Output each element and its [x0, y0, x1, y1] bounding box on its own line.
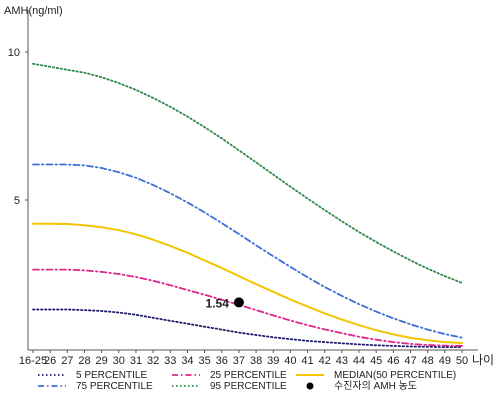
x-tick-label: 49	[439, 355, 451, 367]
y-tick-label: 10	[8, 47, 20, 59]
x-tick-label: 34	[181, 355, 193, 367]
legend-label: 75 PERCENTILE	[76, 381, 153, 392]
series-line-25-percentile	[32, 268, 463, 347]
x-tick-label: 29	[96, 355, 108, 367]
series-line-5-percentile	[32, 308, 463, 349]
series-line-75-percentile	[32, 163, 463, 339]
x-tick-label: 33	[164, 355, 176, 367]
legend-point-marker	[306, 382, 314, 390]
x-tick-label: 46	[387, 355, 399, 367]
x-tick-label: 41	[301, 355, 313, 367]
x-tick-label: 30	[113, 355, 125, 367]
legend-label: 25 PERCENTILE	[210, 370, 287, 381]
legend-label: MEDIAN(50 PERCENTILE)	[334, 370, 456, 381]
patient-amh-value-label: 1.54	[206, 296, 230, 310]
x-tick-label: 48	[422, 355, 434, 367]
patient-amh-point	[233, 297, 244, 308]
x-tick-label: 37	[233, 355, 245, 367]
y-tick-label: 5	[14, 195, 20, 207]
x-tick-label: 43	[336, 355, 348, 367]
legend-label: 5 PERCENTILE	[76, 370, 147, 381]
x-tick-label: 31	[130, 355, 142, 367]
legend-label: 95 PERCENTILE	[210, 381, 287, 392]
x-tick-label: 44	[353, 355, 365, 367]
x-tick-label: 27	[61, 355, 73, 367]
x-tick-label: 47	[404, 355, 416, 367]
x-tick-label: 40	[284, 355, 296, 367]
x-tick-label: 36	[216, 355, 228, 367]
x-tick-label: 42	[319, 355, 331, 367]
x-tick-label: 39	[267, 355, 279, 367]
series-line-95-percentile	[32, 62, 463, 284]
legend-label: 수진자의 AMH 농도	[334, 380, 417, 392]
y-axis-label: AMH(ng/ml)	[4, 5, 63, 17]
x-tick-label: 35	[198, 355, 210, 367]
x-tick-label: 38	[250, 355, 262, 367]
series-line-median-50-percentile	[32, 222, 463, 344]
legend: 5 PERCENTILE 25 PERCENTILE MEDIAN(50 PERCE…	[38, 370, 456, 392]
x-tick-label: 50	[456, 355, 468, 367]
x-tick-label: 26	[44, 355, 56, 367]
x-tick-label: 28	[78, 355, 90, 367]
x-axis-unit-label: 나이	[472, 353, 494, 367]
x-tick-label: 32	[147, 355, 159, 367]
x-tick-label: 16-25	[19, 355, 47, 367]
x-tick-label: 45	[370, 355, 382, 367]
